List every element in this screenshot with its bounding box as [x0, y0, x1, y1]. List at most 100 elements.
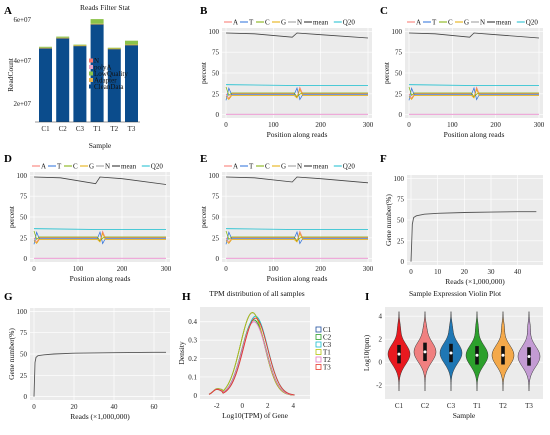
density-line-T2 [208, 321, 295, 396]
panel-b-xlabel: Position along reads [267, 130, 328, 139]
panel-g-ytick: 50 [20, 351, 28, 359]
bar-T3-LowQuality [125, 40, 138, 45]
panel-e-ytick: 50 [212, 214, 220, 222]
panel-d-legend-label-N: N [105, 163, 110, 171]
panel-d-mean-line [33, 228, 166, 230]
panel-e-ylabel: percent [199, 205, 208, 228]
panel-h-ytick: 0.1 [188, 373, 197, 381]
panel-e-xtick: 0 [224, 265, 228, 273]
legend-swatch-T2 [315, 356, 322, 363]
panel-d-base-line-2 [33, 230, 166, 242]
density-line-T3 [208, 317, 295, 396]
panel-i-xtick: C3 [447, 402, 456, 410]
panel-a-ytick: 4e+07 [13, 57, 31, 65]
panel-b-base-line-3 [225, 88, 368, 100]
panel-a-xtick: C1 [41, 125, 50, 133]
panel-h-ylabel: Density [177, 341, 186, 365]
panel-f-ylabel: Gene number(%) [384, 194, 393, 246]
legend-swatch-C1 [315, 326, 322, 333]
panel-i-xtick: T3 [525, 402, 533, 410]
panel-e-xtick: 100 [268, 265, 279, 273]
panel-c-ytick: 25 [395, 90, 403, 98]
panel-e-xtick: 200 [315, 265, 326, 273]
panel-b-ytick: 25 [212, 90, 220, 98]
panel-b-ytick: 75 [212, 49, 220, 57]
panel-d-legend-label-Q20: Q20 [151, 163, 164, 171]
panel-i-xtick: C2 [421, 402, 430, 410]
bar-C2-LowQuality [56, 36, 70, 38]
legend-label-C2: C2 [323, 334, 332, 342]
panel-label-c: C [380, 5, 388, 17]
panel-c-legend-label-T: T [432, 19, 437, 27]
panel-d-ytick: 50 [20, 214, 28, 222]
panel-a-xtick: C2 [59, 125, 68, 133]
bar-T1-CleanData [90, 24, 104, 122]
panel-d-xtick: 0 [32, 265, 36, 273]
panel-a-ylabel: ReadCount [6, 57, 15, 92]
violin-median-C2 [423, 350, 427, 354]
panel-a-xtick: T2 [110, 125, 118, 133]
panel-b-ylabel: percent [199, 61, 208, 84]
panel-a-ytick: 6e+07 [13, 16, 31, 24]
panel-h-ytick: 0.3 [188, 337, 197, 345]
panel-d-base-line-1 [33, 230, 166, 245]
panel-g-ytick: 100 [17, 308, 28, 316]
panel-e-base-line-2 [225, 230, 368, 242]
bar-C3-CleanData [73, 45, 87, 122]
panel-g-curve [33, 351, 166, 397]
panel-h-ytick: 0 [194, 392, 198, 400]
panel-b-ytick: 100 [209, 28, 220, 36]
bar-C3-LowQuality [73, 44, 87, 46]
bar-T3-CleanData [125, 44, 138, 122]
panel-e-legend-label-G: G [281, 163, 286, 171]
panel-h-xtick: 2 [266, 402, 270, 410]
panel-d-base-line-3 [33, 232, 166, 245]
legend-label-polyA: polyA [94, 64, 112, 72]
legend-swatch-T3 [315, 364, 322, 370]
panel-b-q20-line [225, 32, 369, 39]
bar-T2-Adapter [107, 48, 121, 50]
panel-h-xtick: 4 [292, 402, 296, 410]
panel-f-ytick: 100 [394, 175, 405, 183]
panel-a-title: Reads Filter Stat [80, 3, 131, 12]
panel-b-legend-label-C: C [265, 19, 270, 27]
panel-e-ytick: 25 [212, 234, 220, 242]
panel-d-xtick: 200 [117, 265, 128, 273]
panel-i-plot-bg [385, 307, 543, 399]
panel-b-base-line-1 [225, 86, 368, 101]
panel-b-xtick: 100 [268, 121, 279, 129]
panel-e-legend-label-mean: mean [313, 163, 329, 171]
panel-d-xtick: 100 [73, 265, 84, 273]
panel-c-base-line-3 [408, 88, 539, 101]
panel-c-q20-line [408, 32, 540, 39]
panel-f-xtick: 40 [514, 268, 522, 276]
panel-b-legend-label-A: A [233, 19, 238, 27]
panel-b-legend-label-G: G [281, 19, 286, 27]
legend-swatch-polyA [89, 65, 93, 69]
panel-f-xtick: 20 [461, 268, 469, 276]
panel-d-xlabel: Position along reads [70, 274, 131, 283]
panel-a-ytick: 2e+07 [13, 100, 31, 108]
panel-e-legend-label-T: T [249, 163, 254, 171]
panel-a-xtick: C3 [76, 125, 85, 133]
panel-c-legend-label-A: A [416, 19, 421, 27]
panel-a-xtick: T1 [93, 125, 101, 133]
panel-d-legend-label-T: T [57, 163, 62, 171]
panel-c-xtick: 100 [447, 121, 458, 129]
bar-T1-LowQuality [90, 19, 104, 24]
panel-h-xtick: -2 [214, 402, 220, 410]
panel-i-ytick: 0 [379, 359, 383, 367]
panel-h-xtick: 0 [241, 402, 245, 410]
panel-b-xtick: 0 [224, 121, 228, 129]
panel-h-title: TPM distribution of all samples [209, 289, 304, 298]
legend-swatch-LowQuality [89, 71, 93, 76]
violin-median-T1 [475, 353, 479, 357]
panel-c-ytick: 50 [395, 70, 403, 78]
panel-h-plot-bg [200, 307, 310, 399]
panel-h-xlabel: Log10(TPM) of Gene [222, 411, 288, 420]
panel-g-ytick: 0 [24, 393, 28, 401]
panel-b-legend-label-T: T [249, 19, 254, 27]
panel-d-ytick: 75 [20, 193, 28, 201]
panel-b-xtick: 300 [363, 121, 374, 129]
